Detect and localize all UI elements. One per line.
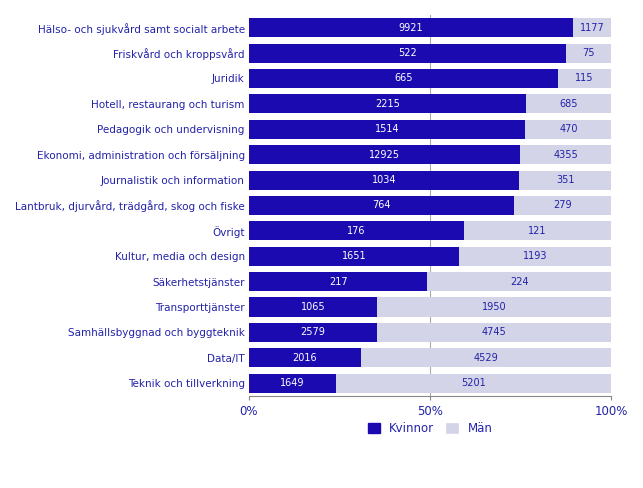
- Text: 2215: 2215: [375, 99, 400, 109]
- Bar: [249, 272, 427, 291]
- Text: 4745: 4745: [482, 327, 506, 337]
- Text: 217: 217: [329, 277, 347, 286]
- Bar: [249, 94, 526, 113]
- Bar: [249, 145, 520, 164]
- Bar: [361, 348, 611, 367]
- Text: 1649: 1649: [280, 378, 305, 388]
- Text: 1177: 1177: [580, 23, 604, 33]
- Bar: [520, 170, 611, 189]
- Text: 665: 665: [394, 74, 413, 83]
- Bar: [249, 323, 377, 342]
- Text: 2016: 2016: [293, 353, 317, 363]
- Text: 1065: 1065: [301, 302, 325, 312]
- Text: 351: 351: [556, 175, 575, 185]
- Text: 9921: 9921: [399, 23, 423, 33]
- Text: 224: 224: [510, 277, 529, 286]
- Bar: [249, 374, 336, 393]
- Text: 685: 685: [559, 99, 578, 109]
- Text: 176: 176: [347, 226, 365, 236]
- Bar: [377, 298, 611, 317]
- Bar: [573, 18, 611, 37]
- Text: 75: 75: [583, 48, 595, 58]
- Text: 1651: 1651: [342, 251, 367, 261]
- Bar: [526, 94, 611, 113]
- Bar: [249, 43, 566, 62]
- Text: 12925: 12925: [369, 150, 400, 160]
- Text: 522: 522: [398, 48, 417, 58]
- Bar: [525, 120, 611, 139]
- Text: 279: 279: [554, 201, 572, 210]
- Bar: [249, 170, 520, 189]
- Bar: [514, 196, 611, 215]
- Bar: [566, 43, 611, 62]
- Bar: [249, 298, 377, 317]
- Text: 2579: 2579: [300, 327, 325, 337]
- Bar: [427, 272, 611, 291]
- Text: 121: 121: [529, 226, 547, 236]
- Text: 4355: 4355: [553, 150, 578, 160]
- Text: 5201: 5201: [462, 378, 486, 388]
- Bar: [464, 222, 611, 241]
- Bar: [249, 196, 514, 215]
- Bar: [249, 69, 558, 88]
- Text: 1034: 1034: [372, 175, 397, 185]
- Bar: [520, 145, 611, 164]
- Bar: [249, 222, 464, 241]
- Text: 1193: 1193: [523, 251, 548, 261]
- Bar: [249, 120, 525, 139]
- Legend: Kvinnor, Män: Kvinnor, Män: [363, 417, 497, 440]
- Bar: [377, 323, 611, 342]
- Bar: [558, 69, 611, 88]
- Bar: [249, 247, 459, 266]
- Text: 115: 115: [575, 74, 594, 83]
- Text: 4529: 4529: [473, 353, 498, 363]
- Bar: [249, 18, 573, 37]
- Bar: [459, 247, 611, 266]
- Bar: [336, 374, 611, 393]
- Bar: [249, 348, 361, 367]
- Text: 764: 764: [372, 201, 391, 210]
- Text: 1514: 1514: [375, 124, 399, 134]
- Text: 470: 470: [559, 124, 577, 134]
- Text: 1950: 1950: [482, 302, 507, 312]
